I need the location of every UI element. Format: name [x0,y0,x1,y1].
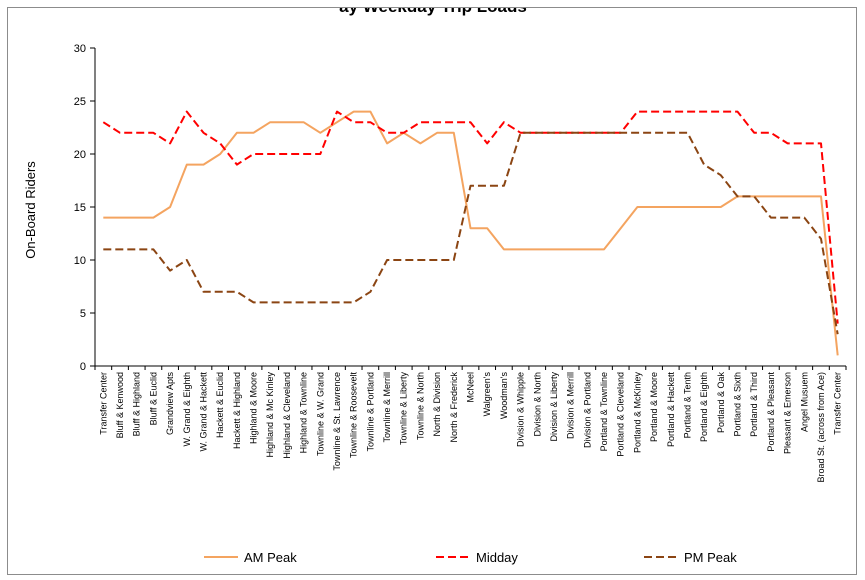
x-tick-label: Division & Whipple [516,372,526,447]
x-tick-label: Bluff & Highland [132,372,142,436]
legend-label: AM Peak [244,550,297,565]
x-tick-label: Portland & Hackett [666,372,676,448]
y-axis-label: On-Board Riders [23,161,38,259]
x-tick-label: W. Grand & Hackett [198,372,208,452]
x-tick-label: Division & Merrill [566,372,576,439]
x-tick-label: Portland & Moore [649,372,659,442]
x-tick-label: North & Frederick [449,372,459,443]
x-tick-label: Woodman's [499,372,509,420]
chart-title: ay Weekday Trip Loads [8,8,856,17]
x-tick-label: Portland & Oak [716,372,726,434]
x-tick-label: Bluff & Kenwood [115,372,125,438]
x-tick-label: Highland & Townline [299,372,309,453]
series-layer [102,110,839,356]
series-line [102,110,839,324]
x-tick-label: Portland & Cleveland [616,372,626,457]
x-tick-label: W. Grand & Eighth [182,372,192,447]
x-tick-label: Hackett & Highland [232,372,242,449]
legend-label: PM Peak [684,550,737,565]
x-tick-label: Townline & North [415,372,425,440]
x-tick-label: Grandview Apts [165,372,175,436]
line-chart: 0 5 10 15 20 25 30 Transfer Center Bluff & Kenw… [23,43,847,565]
x-tick-label: Transfer Center [98,372,108,435]
x-tick-label: Portland & Third [749,372,759,437]
x-tick-label: McNeel [466,372,476,403]
x-tick-label: Division & North [532,372,542,437]
y-tick-label: 20 [74,149,86,161]
x-tick-label: Portland & Tenth [682,372,692,438]
y-tick-label: 25 [74,96,86,108]
series-line [103,131,839,335]
y-tick-label: 5 [80,308,86,320]
x-tick-label: Hackett & Euclid [215,372,225,438]
x-tick-label: Townline & Liberty [399,372,409,446]
x-axis-ticks: Transfer Center Bluff & Kenwood Bluff & Hi… [94,366,847,483]
x-tick-label: Portland & Sixth [733,372,743,437]
x-tick-label: Bluff & Euclid [148,372,158,425]
y-tick-label: 15 [74,202,86,214]
x-tick-label: Townline & Merrill [382,372,392,443]
y-tick-label: 30 [74,43,86,55]
x-tick-label: Division & Portland [582,372,592,448]
x-tick-label: Highland & Mc Kinley [265,372,275,458]
x-tick-label: Portland & Eighth [699,372,709,442]
x-tick-label: Transfer Center [833,372,843,435]
x-tick-label: Highland & Moore [249,372,259,444]
x-tick-label: Highland & Cleveland [282,372,292,459]
x-tick-label: North & Division [432,372,442,437]
plot-area [94,48,846,367]
x-tick-label: Portland & McKinley [632,372,642,454]
x-tick-label: Portland & Pleasant [766,372,776,452]
x-tick-label: Walgreen's [482,372,492,417]
x-tick-label: Townline & St. Lawrence [332,372,342,471]
y-tick-label: 0 [80,361,86,373]
x-tick-label: Angel Musuem [799,372,809,432]
x-tick-label: Townline & Portland [365,372,375,452]
x-tick-label: Division & Liberty [549,372,559,442]
legend-label: Midday [476,550,518,565]
x-tick-label: Townline & Roosevelt [349,372,359,459]
chart-frame: ay Weekday Trip Loads 0 5 10 15 20 25 30 Trans… [7,7,857,575]
x-tick-label: Broad St. (across from Ace) [816,372,826,483]
y-axis-ticks: 0 5 10 15 20 25 30 [74,43,95,373]
y-tick-label: 10 [74,255,86,267]
x-tick-label: Portland & Townline [599,372,609,451]
legend: AM Peak Midday PM Peak [204,550,737,565]
x-tick-label: Townline & W. Grand [315,372,325,456]
x-tick-label: Pleasant & Emerson [783,372,793,454]
series-line [103,110,839,356]
